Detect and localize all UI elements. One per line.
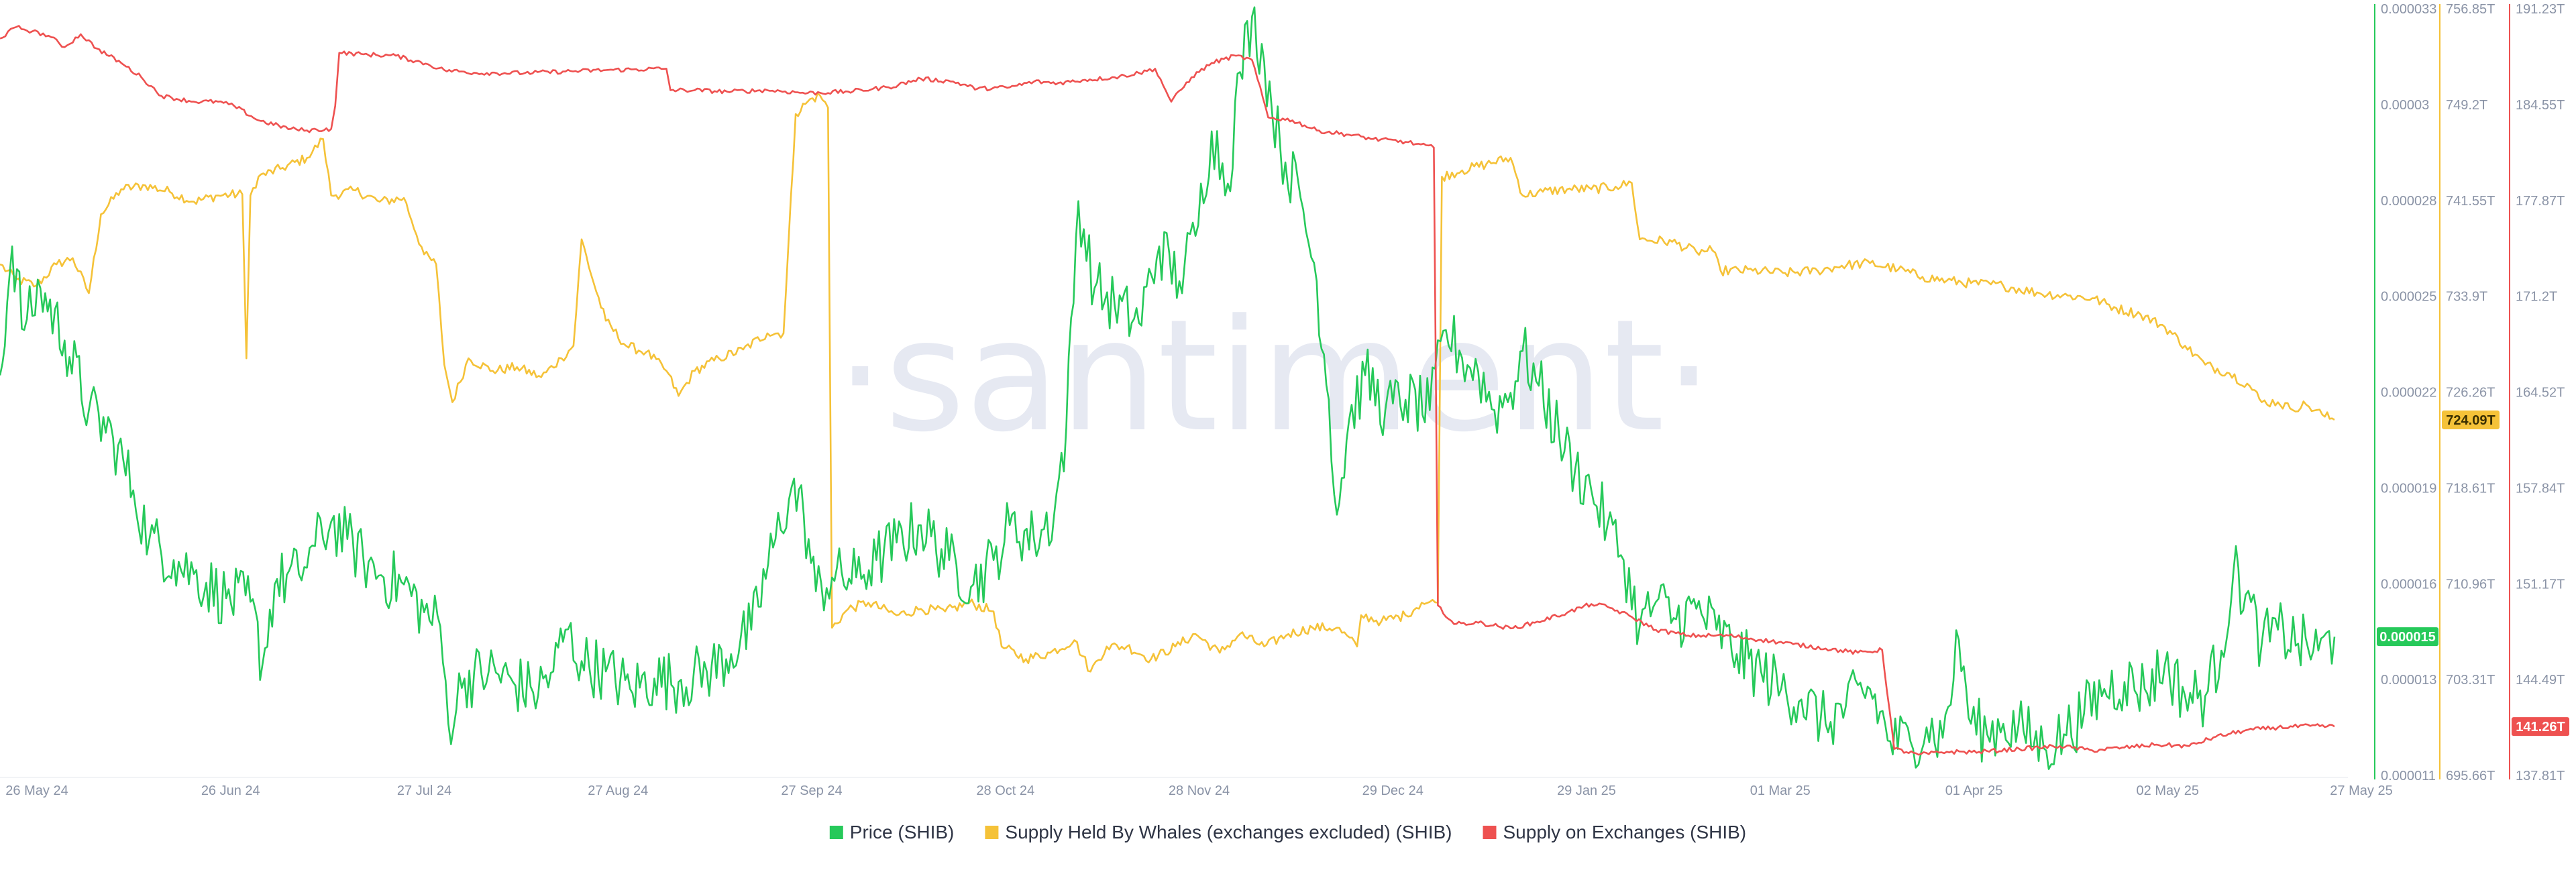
last-value-label-exchanges: 141.26T bbox=[2516, 720, 2565, 734]
y-tick-label-price: 0.000033 bbox=[2381, 2, 2436, 17]
last-value-badges: 724.09T 0.000015 141.26T bbox=[2377, 410, 2569, 737]
x-tick-label: 29 Jan 25 bbox=[1557, 783, 1616, 798]
y-tick-label-price: 0.000028 bbox=[2381, 194, 2436, 209]
y-tick-label-whales: 756.85T bbox=[2446, 2, 2495, 17]
x-tick-label: 02 May 25 bbox=[2137, 783, 2199, 798]
legend-swatch bbox=[1483, 826, 1497, 839]
y-tick-label-exchanges: 157.84T bbox=[2516, 481, 2565, 496]
y-tick-label-whales: 726.26T bbox=[2446, 386, 2495, 400]
y-tick-label-price: 0.000013 bbox=[2381, 673, 2436, 688]
y-tick-label-whales: 741.55T bbox=[2446, 194, 2495, 209]
axis-lines bbox=[0, 4, 2510, 779]
last-value-badge-whales bbox=[2442, 410, 2500, 429]
x-tick-label: 26 May 24 bbox=[5, 783, 68, 798]
y-tick-label-exchanges: 184.55T bbox=[2516, 98, 2565, 113]
y-tick-label-whales: 733.9T bbox=[2446, 290, 2487, 305]
legend-label: Supply on Exchanges (SHIB) bbox=[1503, 822, 1747, 842]
legend-item-supply-held-by-whales-exchanges-excluded-shib[interactable]: Supply Held By Whales (exchanges exclude… bbox=[985, 822, 1452, 842]
last-value-badge-exchanges bbox=[2512, 717, 2569, 737]
legend: Price (SHIB) Supply Held By Whales (excha… bbox=[829, 822, 1747, 842]
x-tick-label: 27 Aug 24 bbox=[588, 783, 648, 798]
y-tick-label-exchanges: 177.87T bbox=[2516, 194, 2565, 209]
last-value-label-whales: 724.09T bbox=[2446, 413, 2495, 428]
series-line-supply-on-exchanges-shib bbox=[0, 25, 2335, 756]
y-tick-label-whales: 749.2T bbox=[2446, 98, 2487, 113]
legend-swatch bbox=[985, 826, 999, 839]
x-tick-label: 26 Jun 24 bbox=[201, 783, 260, 798]
y-tick-label-exchanges: 151.17T bbox=[2516, 577, 2565, 592]
x-tick-label: 28 Oct 24 bbox=[976, 783, 1034, 798]
legend-item-price-shib[interactable]: Price (SHIB) bbox=[829, 822, 955, 842]
y-tick-label-whales: 695.66T bbox=[2446, 769, 2495, 783]
series-line-supply-held-by-whales-exchanges-excluded-shib bbox=[0, 92, 2335, 673]
legend-swatch bbox=[829, 826, 843, 839]
y-axes: 0.000011 0.000013 0.000016 0.000019 0.000022… bbox=[2381, 2, 2565, 783]
last-value-label-price: 0.000015 bbox=[2379, 630, 2435, 645]
legend-label: Price (SHIB) bbox=[850, 822, 955, 842]
y-tick-label-whales: 710.96T bbox=[2446, 577, 2495, 592]
legend-label: Supply Held By Whales (exchanges exclude… bbox=[1005, 822, 1452, 842]
x-tick-label: 27 Jul 24 bbox=[397, 783, 451, 798]
y-tick-label-price: 0.000011 bbox=[2381, 769, 2436, 783]
x-tick-label: 27 Sep 24 bbox=[781, 783, 842, 798]
y-tick-label-whales: 703.31T bbox=[2446, 673, 2495, 688]
y-tick-label-price: 0.000025 bbox=[2381, 290, 2436, 305]
legend-item-supply-on-exchanges-shib[interactable]: Supply on Exchanges (SHIB) bbox=[1483, 822, 1747, 842]
y-tick-label-price: 0.000022 bbox=[2381, 386, 2436, 400]
x-axis: 26 May 24 26 Jun 24 27 Jul 24 27 Aug 24 27 S… bbox=[5, 783, 2392, 798]
y-tick-label-exchanges: 144.49T bbox=[2516, 673, 2565, 688]
series-layer bbox=[0, 6, 2336, 770]
x-tick-label: 27 May 25 bbox=[2330, 783, 2392, 798]
y-tick-label-price: 0.000016 bbox=[2381, 577, 2436, 592]
x-tick-label: 29 Dec 24 bbox=[1362, 783, 1424, 798]
y-tick-label-exchanges: 137.81T bbox=[2516, 769, 2565, 783]
y-tick-label-price: 0.000019 bbox=[2381, 481, 2436, 496]
y-tick-label-exchanges: 164.52T bbox=[2516, 386, 2565, 400]
x-tick-label: 01 Apr 25 bbox=[1945, 783, 2003, 798]
watermark: ·santiment· bbox=[836, 287, 1713, 466]
y-tick-label-price: 0.00003 bbox=[2381, 98, 2429, 113]
y-tick-label-whales: 718.61T bbox=[2446, 481, 2495, 496]
y-tick-label-exchanges: 191.23T bbox=[2516, 2, 2565, 17]
last-value-badge-price bbox=[2377, 627, 2438, 647]
y-tick-label-exchanges: 171.2T bbox=[2516, 290, 2557, 305]
x-tick-label: 01 Mar 25 bbox=[1750, 783, 1811, 798]
x-tick-label: 28 Nov 24 bbox=[1169, 783, 1230, 798]
series-line-price-shib bbox=[0, 6, 2336, 770]
